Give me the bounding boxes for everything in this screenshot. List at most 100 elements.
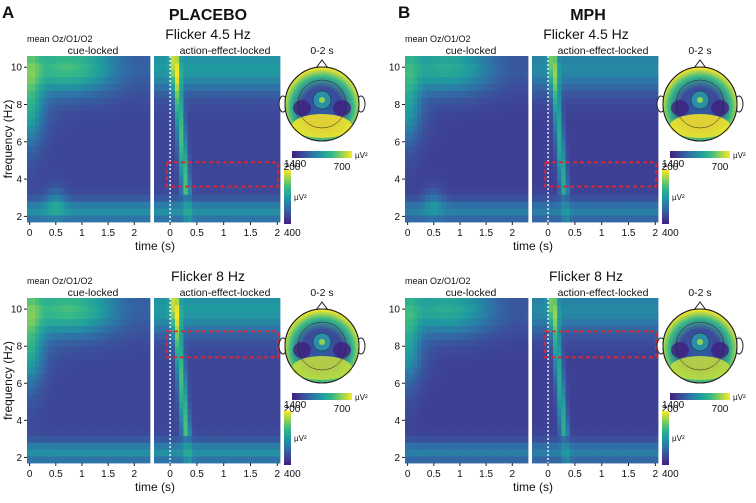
tf-cell — [624, 83, 629, 91]
tf-cell — [200, 83, 205, 91]
tf-cell — [450, 166, 455, 174]
tf-cell — [540, 62, 545, 71]
tf-cell — [43, 304, 48, 313]
tf-cell — [129, 111, 134, 119]
tf-cell — [39, 366, 44, 375]
tf-cell — [72, 408, 77, 416]
tf-cell — [446, 187, 451, 195]
y-tick-label: 2 — [16, 453, 22, 464]
tf-cell — [68, 111, 73, 119]
tf-cell — [191, 56, 197, 64]
tf-cell — [154, 359, 159, 368]
tf-cell — [221, 83, 226, 91]
tf-cell — [51, 145, 57, 154]
tf-cell — [212, 346, 218, 354]
tf-cell — [271, 173, 277, 181]
tf-cell — [565, 152, 571, 161]
tf-cell — [437, 145, 443, 154]
tf-cell — [637, 152, 642, 161]
tf-cell — [405, 180, 410, 188]
tf-cell — [250, 118, 256, 126]
tf-cell — [433, 166, 439, 174]
tf-cell — [109, 180, 114, 188]
tf-cell — [275, 173, 281, 181]
tf-cell — [413, 111, 418, 119]
tf-cell — [450, 456, 455, 464]
tf-cell — [225, 90, 230, 98]
tf-cell — [158, 387, 163, 395]
tf-cell — [80, 132, 85, 140]
tf-cell — [628, 215, 634, 223]
tf-cell — [204, 90, 209, 98]
tf-cell — [80, 201, 85, 209]
topo-colorbar — [292, 151, 352, 158]
tf-cell — [43, 187, 48, 195]
tf-cell — [246, 118, 251, 126]
tf-cell — [196, 353, 201, 361]
tf-cell — [200, 208, 205, 216]
tf-cell — [183, 318, 188, 326]
tf-cell — [117, 380, 122, 388]
tf-cell — [217, 215, 222, 223]
tf-cell — [31, 366, 36, 375]
tf-cell — [27, 125, 32, 133]
tf-cell — [229, 435, 235, 443]
tf-cell — [200, 62, 205, 71]
tf-cell — [35, 304, 40, 313]
tf-cell — [503, 97, 508, 105]
tf-cell — [229, 311, 235, 320]
tf-cell — [641, 104, 646, 112]
tf-cell — [553, 166, 558, 174]
tf-cell — [425, 118, 430, 126]
tf-cell — [80, 76, 85, 85]
tf-cell — [429, 69, 435, 78]
topo-colorbar — [292, 393, 352, 400]
tf-cell — [565, 145, 571, 154]
tf-cell — [113, 139, 118, 147]
tf-cell — [47, 359, 52, 368]
tf-cell — [246, 208, 251, 216]
tf-cell — [429, 394, 435, 402]
tf-cell — [109, 387, 114, 395]
tf-cell — [413, 152, 418, 161]
tf-cell — [179, 56, 184, 64]
tf-cell — [117, 339, 122, 347]
tf-cell — [624, 139, 629, 147]
tf-cell — [590, 111, 596, 119]
tf-cell — [454, 145, 459, 154]
tf-cell — [145, 83, 151, 91]
tf-cell — [271, 76, 277, 85]
tf-cell — [145, 90, 151, 98]
tf-cell — [425, 408, 430, 416]
tf-cell — [88, 456, 93, 464]
tf-cell — [523, 62, 529, 71]
tf-cell — [104, 298, 110, 306]
tf-cell — [166, 76, 172, 85]
tf-cell — [474, 208, 480, 216]
tf-cell — [47, 187, 52, 195]
tf-cell — [39, 318, 44, 326]
tf-cell — [92, 194, 98, 202]
tf-cell — [43, 56, 48, 64]
tf-cell — [233, 304, 239, 313]
tf-cell — [204, 339, 209, 347]
tf-cell — [482, 97, 488, 105]
tf-cell — [55, 408, 61, 416]
tf-cell — [200, 373, 205, 381]
tf-cell — [96, 387, 102, 395]
tf-cell — [628, 145, 634, 154]
tf-cell — [96, 394, 102, 402]
tf-cell — [523, 173, 529, 181]
tf-cell — [446, 366, 451, 375]
tf-cell — [450, 304, 455, 313]
tf-cell — [162, 414, 167, 423]
tf-cell — [487, 76, 492, 85]
tf-cell — [100, 408, 106, 416]
tf-cell — [208, 311, 214, 320]
tf-cell — [31, 56, 36, 64]
tf-cell — [437, 215, 443, 223]
tf-cell — [482, 394, 488, 402]
tf-cell — [125, 76, 130, 85]
tf-cell — [76, 139, 81, 147]
tf-cell — [217, 428, 222, 436]
